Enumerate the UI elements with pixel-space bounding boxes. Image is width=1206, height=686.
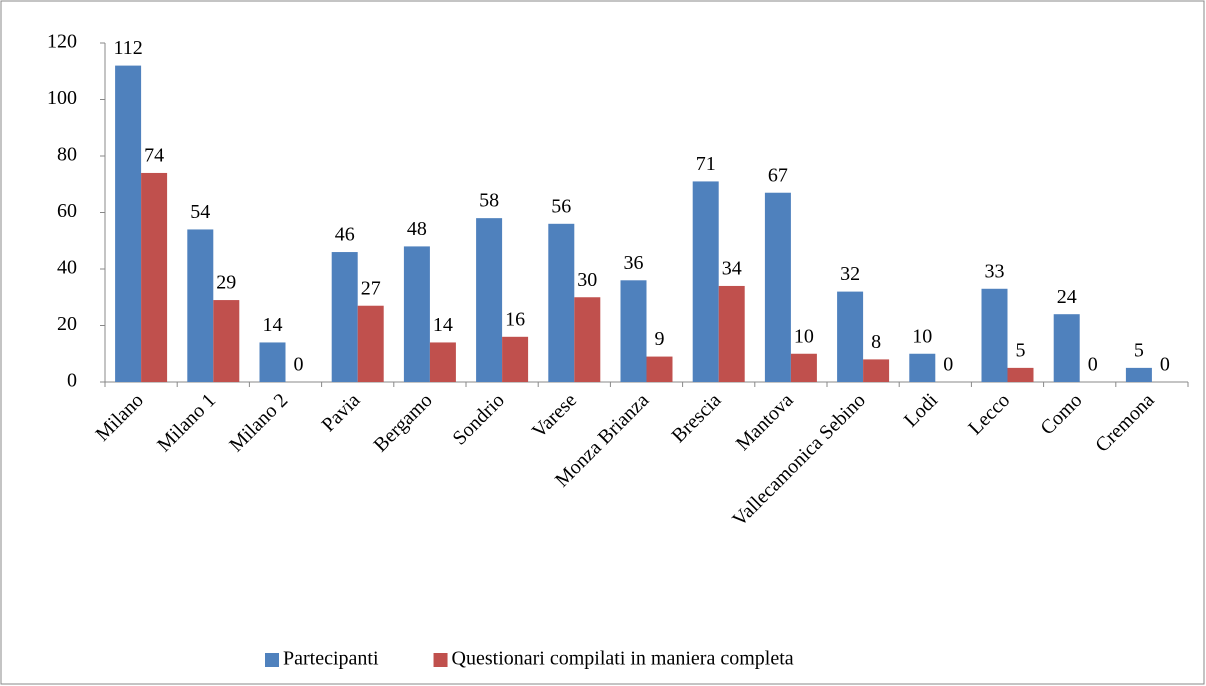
bar [331, 252, 358, 382]
bar [259, 342, 286, 382]
data-label: 54 [190, 201, 210, 223]
y-tick-label: 120 [47, 31, 77, 53]
bar [574, 297, 601, 382]
bar [187, 229, 214, 382]
data-label: 46 [335, 224, 355, 246]
y-tick-label: 40 [57, 257, 77, 279]
data-label: 32 [840, 263, 860, 285]
bar [1053, 314, 1080, 382]
data-label: 0 [943, 354, 953, 376]
bar [213, 300, 240, 382]
bar [837, 291, 864, 382]
y-tick-label: 0 [67, 370, 77, 392]
bar [403, 246, 430, 382]
data-label: 0 [1160, 354, 1170, 376]
data-label: 48 [407, 218, 427, 240]
bar [790, 353, 817, 382]
data-label: 8 [871, 331, 881, 353]
legend-label: Questionari compilati in maniera complet… [452, 648, 794, 670]
data-label: 10 [794, 325, 814, 347]
data-label: 71 [696, 153, 716, 175]
legend-swatch [265, 653, 279, 667]
legend-swatch [433, 653, 448, 667]
y-tick-label: 80 [57, 144, 77, 166]
data-label: 29 [216, 272, 236, 294]
bar [909, 353, 936, 382]
bar [718, 285, 745, 382]
bar [141, 172, 168, 382]
data-label: 5 [1016, 339, 1026, 361]
data-label: 67 [768, 164, 788, 186]
bar [646, 356, 673, 382]
legend-label: Partecipanti [283, 648, 379, 670]
data-label: 56 [551, 195, 571, 217]
bar [981, 288, 1008, 382]
bar [1125, 367, 1152, 382]
data-label: 9 [655, 328, 665, 350]
data-label: 24 [1057, 286, 1077, 308]
y-tick-label: 60 [57, 200, 77, 222]
data-label: 0 [294, 354, 304, 376]
bar [357, 305, 384, 382]
bar [764, 192, 791, 382]
bar [548, 223, 575, 382]
data-label: 74 [144, 145, 164, 167]
data-label: 112 [113, 37, 142, 59]
data-label: 34 [722, 258, 742, 280]
bar [863, 359, 890, 382]
data-label: 58 [479, 190, 499, 212]
data-label: 0 [1088, 354, 1098, 376]
data-label: 14 [433, 314, 453, 336]
data-label: 16 [505, 308, 525, 330]
y-tick-label: 20 [57, 313, 77, 335]
y-tick-label: 100 [47, 87, 77, 109]
bar [620, 280, 647, 382]
data-label: 36 [624, 252, 644, 274]
bar [115, 65, 142, 382]
data-label: 27 [361, 277, 381, 299]
bar [429, 342, 456, 382]
data-label: 33 [985, 260, 1005, 282]
bar [476, 218, 503, 382]
data-label: 14 [263, 314, 283, 336]
bar [1007, 367, 1034, 382]
bar [692, 181, 719, 382]
bar [502, 336, 529, 382]
data-label: 30 [577, 269, 597, 291]
data-label: 5 [1134, 339, 1144, 361]
data-label: 10 [912, 325, 932, 347]
